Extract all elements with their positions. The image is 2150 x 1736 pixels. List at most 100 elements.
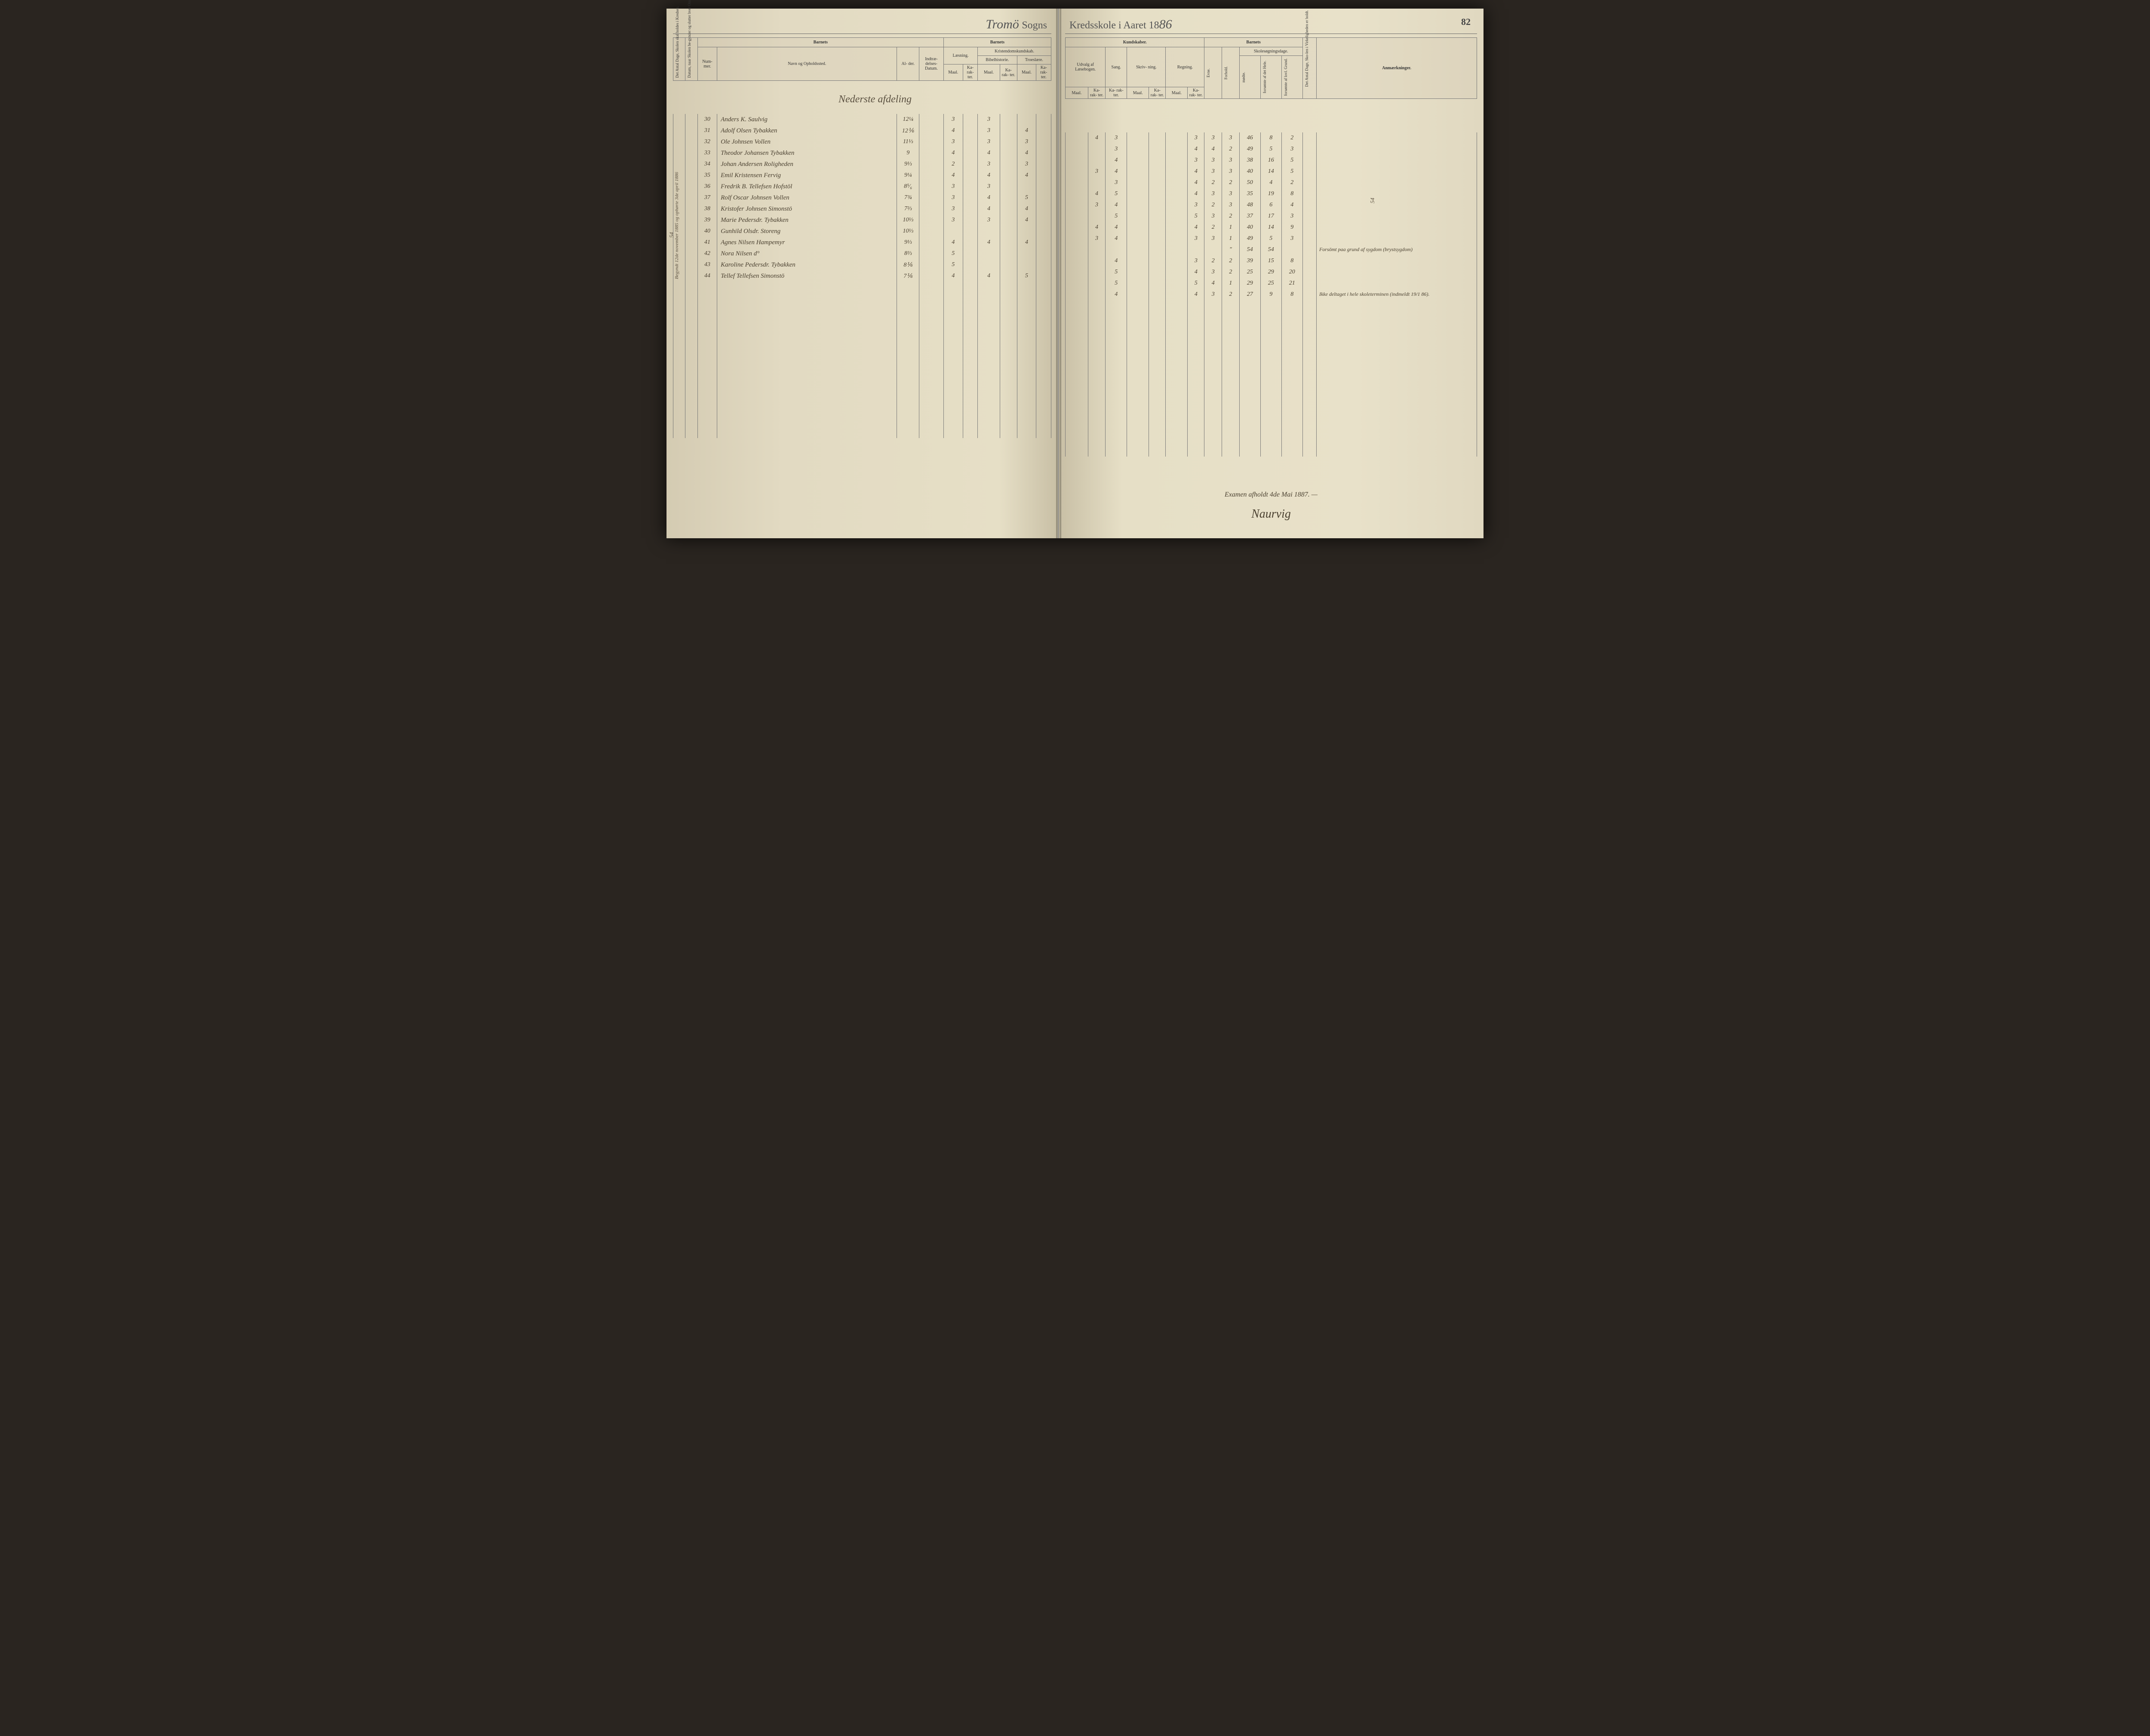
table-row: 30Anders K. Saulvig12¼33 bbox=[673, 114, 1051, 125]
hdr-fors2: forsømte af lovl. Grund. bbox=[1283, 57, 1288, 98]
table-row: 38Kristofer Johnsen Simonstö7⅔344 bbox=[673, 203, 1051, 215]
remarks bbox=[1316, 166, 1477, 177]
hdr-anm: Anmærkninger. bbox=[1316, 38, 1477, 99]
table-row: 42Nora Nilsen d°8⅔5 bbox=[673, 248, 1051, 259]
pupil-name: Gunhild Olsdr. Storeng bbox=[717, 226, 897, 237]
pupil-age: 9¼ bbox=[897, 170, 919, 181]
hdr-kar-4: Ka- rak- ter. bbox=[1088, 87, 1106, 99]
hdr-bibel: Bibelhistorie. bbox=[978, 56, 1017, 64]
hdr-maal-5: Maal. bbox=[1127, 87, 1149, 99]
hdr-forhold: Forhold. bbox=[1223, 52, 1229, 93]
row-number: 43 bbox=[697, 259, 717, 270]
table-row: 553237173 bbox=[1066, 211, 1477, 222]
pupil-age: 7⅙ bbox=[897, 270, 919, 282]
row-number: 38 bbox=[697, 203, 717, 215]
pupil-age: 8⅙ bbox=[897, 259, 919, 270]
remarks bbox=[1316, 132, 1477, 144]
right-page: 82 Kredsskole i Aaret 1886 Kundskaber. B… bbox=[1059, 9, 1484, 538]
pupil-age: 10⅓ bbox=[897, 215, 919, 226]
remarks bbox=[1316, 155, 1477, 166]
book-spine bbox=[1056, 9, 1061, 538]
row-number: 32 bbox=[697, 136, 717, 147]
pupil-age: 11⅓ bbox=[897, 136, 919, 147]
kredsskole-label: Kredsskole i Aaret 18 bbox=[1069, 20, 1159, 31]
hdr-kar-7: Ka- rak- ter. bbox=[1188, 87, 1204, 99]
remarks bbox=[1316, 255, 1477, 267]
hdr-alder: Al- der. bbox=[897, 47, 919, 81]
hdr-vert-held: Det Antal Dage, Sko-len i Virkeligheden … bbox=[1304, 48, 1309, 89]
remarks bbox=[1316, 199, 1477, 211]
hdr-maal-6: Maal. bbox=[1166, 87, 1188, 99]
hdr-vert-days: Det Antal Dage, Skolen skal holdes i Kre… bbox=[675, 39, 680, 80]
pupil-name: Theodor Johansen Tybakken bbox=[717, 147, 897, 159]
left-page: 54 Begyndt 12de november 1885 og ophørte… bbox=[666, 9, 1059, 538]
row-number: 33 bbox=[697, 147, 717, 159]
pupil-name: Nora Nilsen d° bbox=[717, 248, 897, 259]
remarks bbox=[1316, 144, 1477, 155]
hdr-laesning: Læsning. bbox=[943, 47, 977, 64]
ledger-table-left: Det Antal Dage, Skolen skal holdes i Kre… bbox=[673, 37, 1051, 438]
table-row: 32Ole Johnsen Vollen11⅓333 bbox=[673, 136, 1051, 147]
hdr-kar-6: Ka- rak- ter. bbox=[1149, 87, 1166, 99]
title-right: Kredsskole i Aaret 1886 bbox=[1065, 17, 1477, 34]
pupil-age: 9⅓ bbox=[897, 237, 919, 248]
table-row: 5541292521 bbox=[1066, 278, 1477, 289]
hdr-vert-dates: Datum, naar Skolen be-gynder og slutter … bbox=[687, 39, 692, 80]
table-row: 41Agnes Nilsen Hampemyr9⅓444 bbox=[673, 237, 1051, 248]
section-heading: Nederste afdeling bbox=[673, 81, 1051, 114]
pupil-name: Ole Johnsen Vollen bbox=[717, 136, 897, 147]
hdr-barnets-2: Barnets bbox=[943, 38, 1051, 47]
row-number: 42 bbox=[697, 248, 717, 259]
hdr-navn: Navn og Opholdssted. bbox=[717, 47, 897, 81]
margin-note-dates: Begyndt 12de november 1885 og ophørte 3d… bbox=[674, 172, 679, 279]
hdr-skoledage: Skolesøgningsdage. bbox=[1239, 47, 1302, 56]
hdr-maal-4: Maal. bbox=[1066, 87, 1088, 99]
table-row: 43Karoline Pedersdr. Tybakken8⅙5 bbox=[673, 259, 1051, 270]
row-number: 37 bbox=[697, 192, 717, 203]
pupil-age: 9 bbox=[897, 147, 919, 159]
table-row: 433334682 bbox=[1066, 132, 1477, 144]
table-row: 34424953 bbox=[1066, 144, 1477, 155]
pupil-age: 9⅓ bbox=[897, 159, 919, 170]
remarks bbox=[1316, 267, 1477, 278]
ledger-book: 54 Begyndt 12de november 1885 og ophørte… bbox=[666, 9, 1484, 538]
row-number: 40 bbox=[697, 226, 717, 237]
hdr-maal-2: Maal. bbox=[978, 64, 1000, 81]
hdr-regning: Regning. bbox=[1166, 47, 1204, 87]
table-row: 4543335198 bbox=[1066, 188, 1477, 199]
pupil-name: Emil Kristensen Fervig bbox=[717, 170, 897, 181]
table-row: 35Emil Kristensen Fervig9¼444 bbox=[673, 170, 1051, 181]
pupil-name: Rolf Oscar Johnsen Vollen bbox=[717, 192, 897, 203]
hdr-barnets-1: Barnets bbox=[697, 38, 943, 47]
remarks: Forsömt paa grund af sygdom (brystsygdom… bbox=[1316, 244, 1477, 255]
hdr-maal-3: Maal. bbox=[1017, 64, 1036, 81]
sogns-label: Sogns bbox=[1022, 20, 1047, 31]
table-row: 432239158 bbox=[1066, 255, 1477, 267]
ledger-table-right: Kundskaber. Barnets Det Antal Dage, Sko-… bbox=[1065, 37, 1477, 457]
hdr-kundskaber: Kundskaber. bbox=[1066, 38, 1204, 47]
hdr-kristendom: Kristendomskundskab. bbox=[978, 47, 1051, 56]
margin-note-54-right: 54 bbox=[1369, 198, 1376, 203]
table-row: 34Johan Andersen Roligheden9⅓233 bbox=[673, 159, 1051, 170]
table-row: 433338165 bbox=[1066, 155, 1477, 166]
pupil-age: 8⅔ bbox=[897, 248, 919, 259]
title-left: Tromö Sogns bbox=[673, 17, 1051, 34]
hdr-udvalg: Udvalg af Læsebogen. bbox=[1066, 47, 1106, 87]
pupil-name: Karoline Pedersdr. Tybakken bbox=[717, 259, 897, 270]
table-row: 4442140149 bbox=[1066, 222, 1477, 233]
hdr-kar-1: Ka- rak- ter. bbox=[963, 64, 978, 81]
hdr-indtr: Indtræ- delses- Datum. bbox=[919, 47, 944, 81]
hdr-kar-5: Ka- rak- ter. bbox=[1106, 87, 1127, 99]
table-row: 343314953 bbox=[1066, 233, 1477, 244]
row-number: 39 bbox=[697, 215, 717, 226]
pupil-name: Anders K. Saulvig bbox=[717, 114, 897, 125]
hdr-maal-1: Maal. bbox=[943, 64, 963, 81]
exam-date-line: Examen afholdt 4de Mai 1887. — bbox=[1065, 491, 1477, 499]
table-row: 3443340145 bbox=[1066, 166, 1477, 177]
table-row: 36Fredrik B. Tellefsen Hofstöl8⁵⁄₆33 bbox=[673, 181, 1051, 192]
pupil-age: 8⁵⁄₆ bbox=[897, 181, 919, 192]
hdr-evne: Evne. bbox=[1206, 52, 1211, 93]
row-number: 41 bbox=[697, 237, 717, 248]
hdr-troes: Troeslære. bbox=[1017, 56, 1051, 64]
page-number: 82 bbox=[1461, 16, 1471, 28]
